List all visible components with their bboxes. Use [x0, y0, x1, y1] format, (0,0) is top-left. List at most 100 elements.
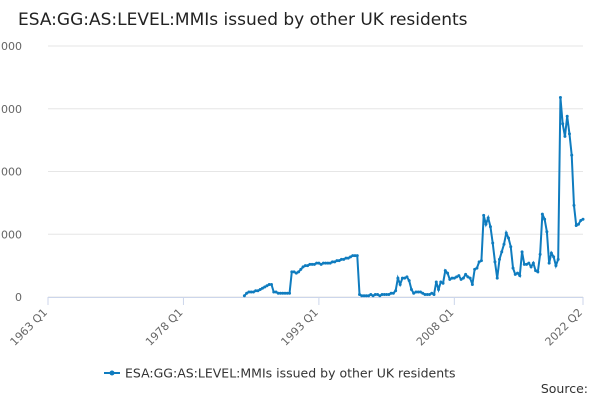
point	[446, 271, 450, 275]
point	[281, 291, 285, 295]
point	[312, 262, 316, 266]
x-tick-label: 2008 Q1	[414, 306, 457, 349]
point	[242, 294, 246, 298]
point	[337, 259, 341, 263]
point	[567, 132, 571, 136]
point	[534, 269, 538, 273]
point	[297, 270, 301, 274]
point	[330, 260, 334, 264]
point	[369, 292, 373, 296]
point	[279, 291, 283, 295]
point	[254, 289, 258, 293]
point	[579, 218, 583, 222]
point	[385, 292, 389, 296]
y-tick-label: 0	[15, 291, 22, 304]
point	[333, 260, 337, 264]
point	[294, 271, 298, 275]
point	[344, 256, 348, 260]
point	[563, 134, 567, 138]
point	[525, 262, 529, 266]
point	[308, 262, 312, 266]
point	[461, 276, 465, 280]
point	[355, 254, 359, 258]
point	[477, 260, 481, 264]
point	[285, 291, 289, 295]
point	[513, 272, 517, 276]
x-tick-label: 1963 Q1	[8, 306, 51, 349]
point	[283, 291, 287, 295]
y-tick-label: 5 000	[0, 228, 22, 241]
legend-symbol	[109, 370, 115, 376]
point	[367, 294, 371, 298]
point	[306, 264, 310, 268]
point	[574, 223, 578, 227]
point	[256, 289, 260, 293]
point	[538, 252, 542, 256]
point	[520, 250, 524, 254]
point	[400, 276, 404, 280]
point	[470, 282, 474, 286]
point	[425, 292, 429, 296]
x-tick-label: 1978 Q1	[143, 306, 186, 349]
point	[536, 270, 540, 274]
point	[362, 294, 366, 298]
point	[452, 276, 456, 280]
point	[407, 279, 411, 283]
point	[439, 280, 443, 284]
point	[488, 225, 492, 229]
point	[434, 280, 438, 284]
point	[430, 291, 434, 295]
point	[299, 267, 303, 271]
point	[486, 216, 490, 220]
point	[272, 290, 276, 294]
point	[396, 276, 400, 280]
point	[412, 291, 416, 295]
point	[518, 274, 522, 278]
point	[276, 291, 280, 295]
point	[265, 284, 269, 288]
point	[529, 265, 533, 269]
point	[468, 276, 472, 280]
point	[482, 213, 486, 217]
point	[335, 259, 339, 263]
point	[497, 257, 501, 261]
point	[509, 245, 513, 249]
legend-label: ESA:GG:AS:LEVEL:MMIs issued by other UK …	[125, 366, 456, 381]
point	[450, 276, 454, 280]
point	[459, 277, 463, 281]
point	[570, 153, 574, 157]
point	[389, 291, 393, 295]
point	[321, 261, 325, 265]
point	[540, 212, 544, 216]
point	[292, 270, 296, 274]
point	[558, 95, 562, 99]
point	[547, 261, 551, 265]
point	[473, 267, 477, 271]
point	[418, 290, 422, 294]
point	[441, 281, 445, 285]
point	[455, 275, 459, 279]
point	[394, 289, 398, 293]
point	[531, 261, 535, 265]
point	[475, 266, 479, 270]
point	[421, 291, 425, 295]
point	[507, 236, 511, 240]
point	[380, 292, 384, 296]
point	[522, 262, 526, 266]
point	[326, 261, 330, 265]
point	[249, 290, 253, 294]
point	[288, 291, 292, 295]
point	[351, 254, 355, 258]
chart-title: ESA:GG:AS:LEVEL:MMIs issued by other UK …	[18, 10, 468, 30]
point	[398, 282, 402, 286]
point	[432, 292, 436, 296]
point	[251, 290, 255, 294]
point	[376, 292, 380, 296]
point	[269, 282, 273, 286]
point	[391, 291, 395, 295]
point	[339, 257, 343, 261]
point	[414, 290, 418, 294]
point	[290, 270, 294, 274]
point	[263, 285, 267, 289]
